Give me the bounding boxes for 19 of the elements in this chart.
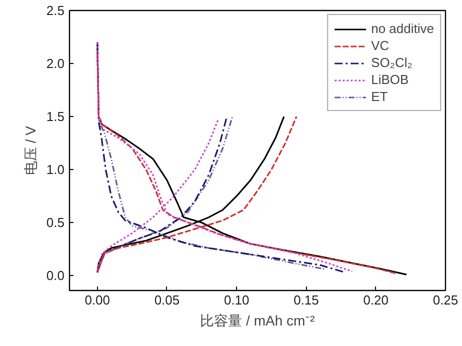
- y-axis-title: 电压 / V: [22, 125, 38, 176]
- x-tick-label: 0.20: [363, 292, 389, 308]
- legend-label: VC: [371, 38, 390, 53]
- legend-label: no additive: [371, 21, 434, 36]
- y-tick-label: 2.5: [46, 3, 65, 18]
- x-tick-label: 0.00: [84, 292, 110, 308]
- x-tick-label: 0.15: [294, 292, 319, 308]
- y-tick-label: 1.5: [46, 109, 65, 124]
- legend-label: LiBOB: [371, 72, 409, 87]
- y-tick-label: 2.0: [46, 56, 65, 72]
- x-axis-title: 比容量 / mAh cm⁻²: [200, 312, 316, 328]
- legend-label: ET: [371, 89, 389, 104]
- y-tick-label: 0.5: [46, 215, 65, 230]
- legend-label: SO₂Cl₂: [371, 55, 412, 70]
- x-tick-label: 0.25: [432, 292, 458, 308]
- x-tick-label: 0.10: [224, 292, 250, 308]
- y-tick-label: 1.0: [46, 162, 65, 178]
- y-tick-label: 0.0: [46, 268, 65, 284]
- x-tick-label: 0.05: [154, 292, 180, 308]
